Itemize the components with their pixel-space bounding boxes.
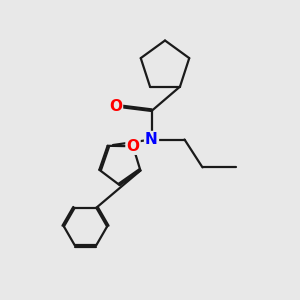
Text: O: O	[109, 99, 122, 114]
Text: N: N	[145, 132, 158, 147]
Text: O: O	[127, 139, 140, 154]
